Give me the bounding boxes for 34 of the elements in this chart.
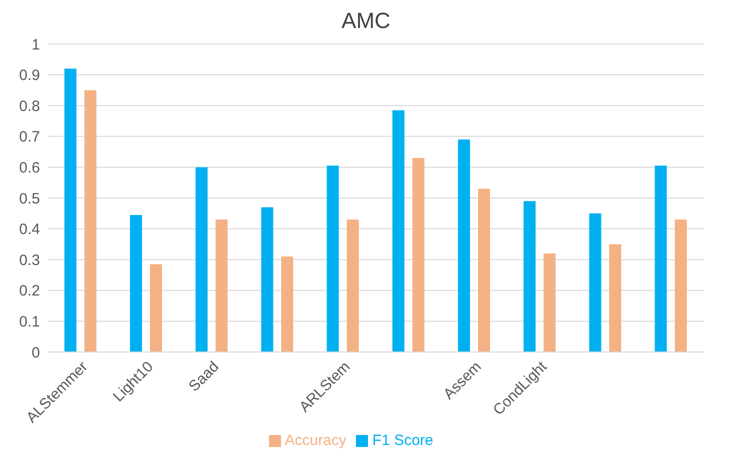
y-tick-label: 0.6 xyxy=(19,160,40,177)
y-tick-label: 0.4 xyxy=(19,221,40,238)
legend-label: Accuracy xyxy=(284,432,346,449)
bar xyxy=(524,201,536,352)
legend-label: F1 Score xyxy=(372,432,434,449)
y-tick-label: 0.8 xyxy=(19,98,40,115)
bar xyxy=(216,220,228,352)
y-tick-label: 0.9 xyxy=(19,67,40,84)
bar xyxy=(609,244,622,352)
bar xyxy=(64,68,76,352)
bar xyxy=(346,220,359,352)
bar xyxy=(392,110,404,352)
y-tick-label: 0.3 xyxy=(19,252,40,269)
chart-title: AMC xyxy=(340,8,392,34)
bar xyxy=(654,166,667,352)
bar xyxy=(84,90,96,352)
y-tick-label: 0.7 xyxy=(19,128,40,146)
y-tick-label: 1 xyxy=(32,36,40,54)
bar xyxy=(196,167,208,352)
bar xyxy=(589,213,602,352)
bar xyxy=(130,214,142,352)
bar xyxy=(674,220,687,352)
bar xyxy=(261,207,274,352)
y-tick-label: 0.5 xyxy=(19,190,40,208)
bar xyxy=(412,158,424,352)
bar xyxy=(478,188,490,352)
y-tick-label: 0.1 xyxy=(19,314,40,331)
bar xyxy=(150,264,162,352)
y-tick-label: 0.2 xyxy=(19,282,40,300)
bar xyxy=(326,166,339,352)
bar xyxy=(281,256,294,352)
bar xyxy=(544,253,556,352)
y-tick-label: 0 xyxy=(32,344,40,362)
bar xyxy=(458,139,470,352)
